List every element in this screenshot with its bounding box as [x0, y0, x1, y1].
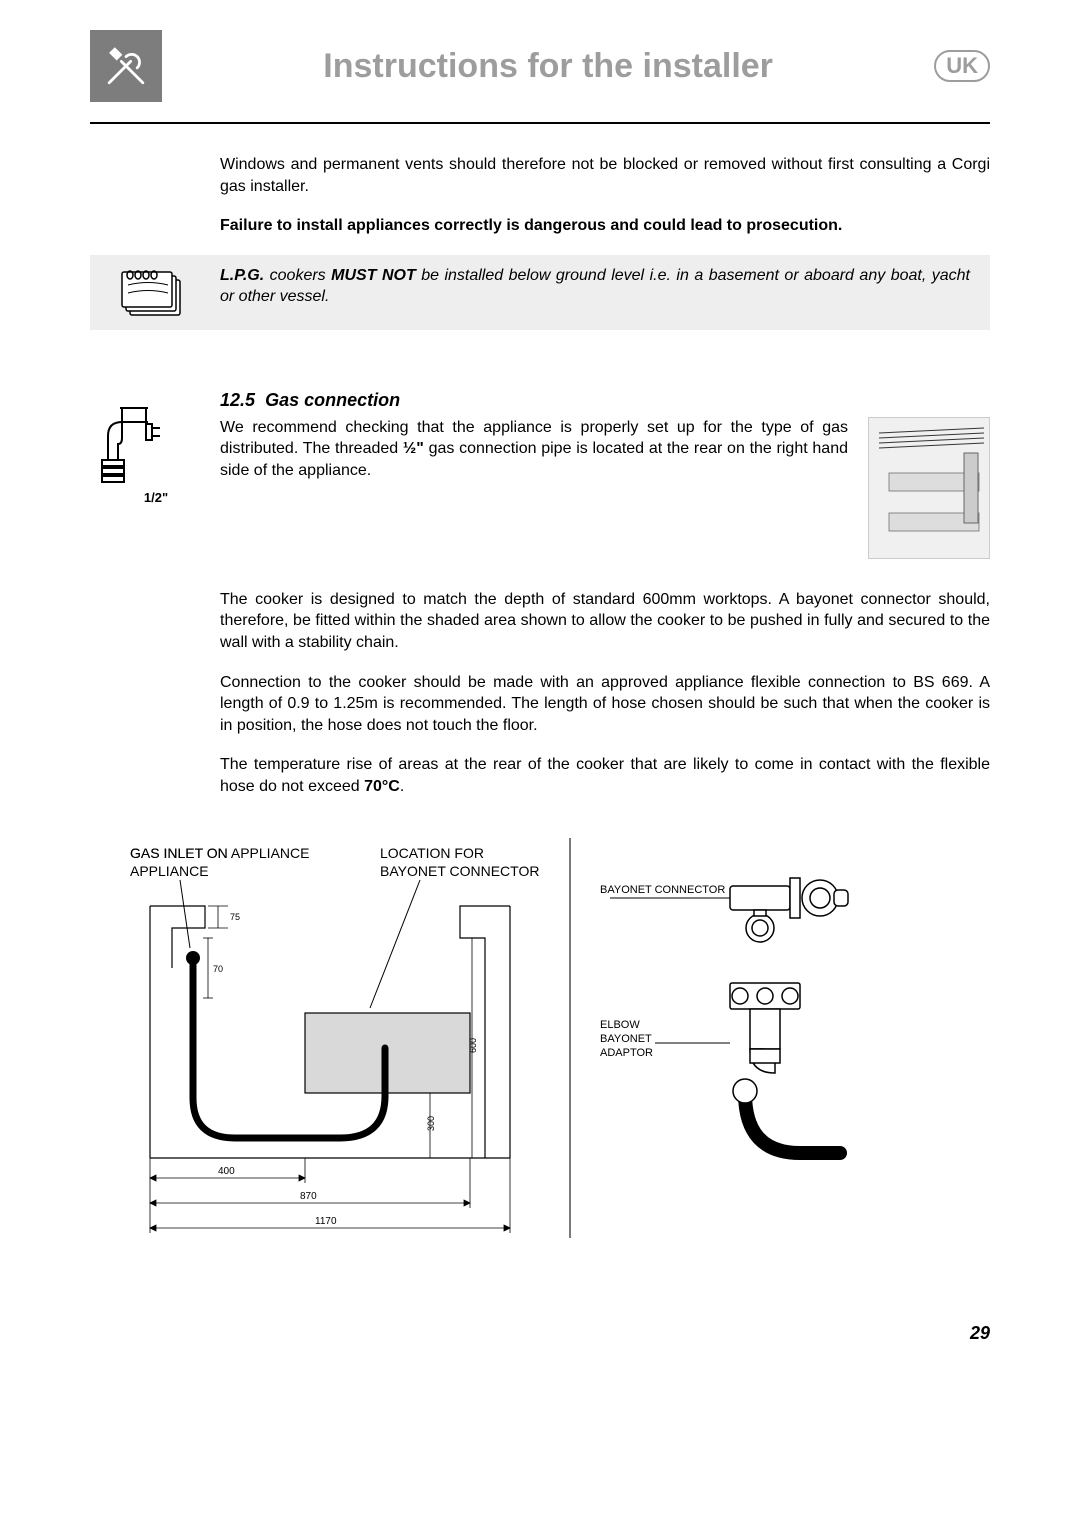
dim-75: 75	[230, 912, 240, 922]
label-bayonet-connector: BAYONET CONNECTOR	[600, 884, 725, 896]
content-body: Windows and permanent vents should there…	[90, 154, 990, 1283]
page-number: 29	[90, 1323, 990, 1344]
para-temperature: The temperature rise of areas at the rea…	[220, 754, 990, 797]
page-title: Instructions for the installer	[162, 47, 934, 86]
p4b: .	[400, 778, 404, 795]
p4bold: 70°C	[364, 778, 400, 795]
para-worktop: The cooker is designed to match the dept…	[220, 589, 990, 654]
lpg-prefix: L.P.G.	[220, 267, 264, 284]
intro-bold: ½"	[403, 440, 424, 457]
lpg-notice: L.P.G. cookers MUST NOT be installed bel…	[90, 255, 990, 330]
warning-paragraph: Failure to install appliances correctly …	[220, 215, 990, 237]
svg-text:LOCATION FOR: LOCATION FOR	[380, 845, 484, 861]
notebook-icon	[120, 265, 190, 320]
section-gas-connection: 1/2" 12.5 Gas connection We recommend ch…	[90, 390, 990, 559]
dim-400: 400	[218, 1166, 235, 1177]
lpg-mustnot: MUST NOT	[331, 267, 416, 284]
header-divider	[90, 122, 990, 124]
installation-diagram: GAS INLET ON APPLIANCE GAS INLET ON APPL…	[90, 838, 990, 1283]
dim-70: 70	[213, 964, 223, 974]
section-intro-row: We recommend checking that the appliance…	[220, 417, 990, 559]
lpg-mid: cookers	[264, 267, 331, 284]
section-title: Gas connection	[265, 390, 400, 410]
wrench-screwdriver-icon	[90, 30, 162, 102]
p4a: The temperature rise of areas at the rea…	[220, 756, 990, 795]
svg-text:GAS INLET ON: GAS INLET ON	[130, 845, 228, 861]
appliance-rear-photo	[868, 417, 990, 559]
svg-text:ADAPTOR: ADAPTOR	[600, 1047, 653, 1059]
section-heading: 12.5 Gas connection	[220, 390, 990, 411]
section-number: 12.5	[220, 390, 255, 410]
page: Instructions for the installer UK Window…	[0, 0, 1080, 1384]
svg-text:BAYONET CONNECTOR: BAYONET CONNECTOR	[380, 863, 539, 879]
dim-1170: 1170	[315, 1216, 337, 1227]
section-intro-text: We recommend checking that the appliance…	[220, 417, 848, 482]
svg-text:ELBOW: ELBOW	[600, 1019, 640, 1031]
para-connection: Connection to the cooker should be made …	[220, 672, 990, 737]
section-body: 12.5 Gas connection We recommend checkin…	[220, 390, 990, 559]
pipe-fitting-diagram: 1/2"	[90, 390, 190, 505]
intro-paragraph: Windows and permanent vents should there…	[220, 154, 990, 197]
header: Instructions for the installer UK	[90, 30, 990, 102]
svg-text:APPLIANCE: APPLIANCE	[130, 863, 209, 879]
region-badge: UK	[934, 50, 990, 82]
lpg-notice-text: L.P.G. cookers MUST NOT be installed bel…	[220, 265, 990, 308]
dim-600: 600	[468, 1038, 478, 1053]
svg-text:BAYONET: BAYONET	[600, 1033, 652, 1045]
dim-870: 870	[300, 1191, 317, 1202]
dim-300: 300	[426, 1116, 436, 1131]
